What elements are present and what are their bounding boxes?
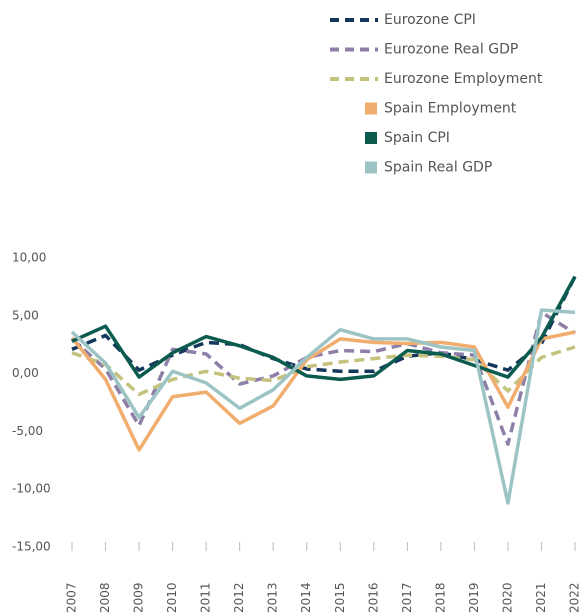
x-tick-label: 2017	[400, 582, 414, 613]
legend-marker	[365, 102, 377, 115]
legend-label: Spain Real GDP	[384, 160, 492, 176]
series-line	[71, 345, 576, 397]
legend-label: Eurozone CPI	[384, 12, 476, 28]
y-tick-label: 0,00	[12, 366, 39, 380]
y-tick-label: -5,00	[12, 424, 43, 438]
x-tick-label: 2020	[500, 582, 514, 613]
legend-label: Eurozone Employment	[384, 71, 543, 87]
x-tick-label: 2018	[433, 582, 447, 613]
y-tick-label: 5,00	[12, 308, 39, 322]
y-tick-label: 10,00	[12, 251, 46, 265]
x-tick-label: 2007	[65, 582, 79, 613]
y-tick-label: -15,00	[12, 540, 51, 554]
x-tick-label: 2014	[299, 582, 313, 613]
legend-label: Spain Employment	[384, 101, 517, 117]
x-tick-label: 2010	[165, 582, 179, 613]
x-tick-label: 2008	[98, 582, 112, 613]
x-tick-label: 2015	[333, 582, 347, 613]
x-tick-label: 2021	[534, 582, 548, 613]
series-line	[70, 308, 576, 505]
y-tick-label: -10,00	[12, 482, 51, 496]
series-line	[71, 275, 577, 382]
legend-marker	[365, 161, 377, 174]
x-tick-label: 2011	[199, 582, 213, 613]
series-line	[71, 275, 577, 374]
x-tick-label: 2016	[366, 582, 380, 613]
x-tick-label: 2022	[568, 582, 582, 613]
x-tick-label: 2019	[467, 582, 481, 613]
legend-marker	[365, 132, 377, 144]
legend-label: Spain CPI	[384, 130, 450, 146]
x-tick-label: 2009	[132, 582, 146, 613]
series-line	[70, 330, 576, 452]
legend-label: Eurozone Real GDP	[384, 42, 518, 58]
x-tick-label: 2013	[266, 582, 280, 613]
x-tick-label: 2012	[232, 582, 246, 613]
